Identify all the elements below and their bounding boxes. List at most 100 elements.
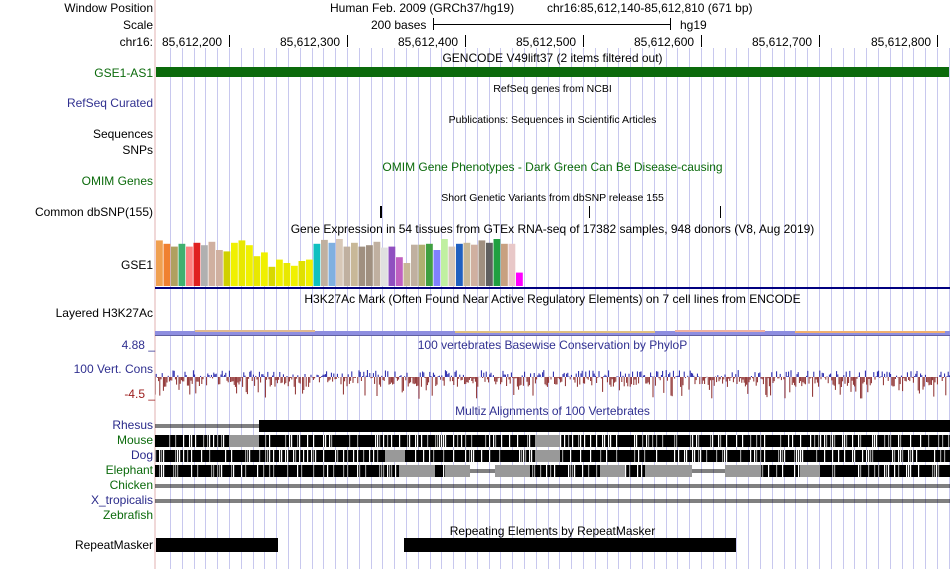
gtex-tissue-bar	[388, 246, 396, 286]
species-label-dog[interactable]: Dog	[130, 448, 153, 462]
alignment-mismatch	[375, 435, 377, 447]
refseq-track-title[interactable]: RefSeq genes from NCBI	[493, 83, 612, 95]
species-label-x-tropicalis[interactable]: X_tropicalis	[90, 493, 153, 507]
alignment-mismatch	[726, 450, 728, 462]
alignment-mismatch	[295, 450, 297, 462]
alignment-mismatch	[884, 465, 886, 477]
repeatmasker-track-label[interactable]: RepeatMasker	[74, 538, 153, 552]
species-label-elephant[interactable]: Elephant	[105, 463, 153, 477]
species-label-chicken[interactable]: Chicken	[109, 478, 153, 492]
alignment-mismatch	[940, 450, 942, 462]
omim-track-label[interactable]: OMIM Genes	[81, 174, 153, 188]
alignment-mismatch	[874, 465, 876, 477]
multiz-alignment-blocks[interactable]	[155, 419, 950, 519]
h3k27ac-track-label[interactable]: Layered H3K27Ac	[55, 306, 153, 320]
alignment-mismatch	[588, 465, 590, 477]
species-label-zebrafish[interactable]: Zebrafish	[102, 508, 153, 522]
snp-feature[interactable]	[589, 206, 590, 218]
omim-track-title[interactable]: OMIM Gene Phenotypes - Dark Green Can Be…	[382, 160, 723, 174]
alignment-mismatch	[780, 435, 782, 447]
alignment-mismatch	[329, 435, 331, 447]
alignment-mismatch	[824, 450, 826, 462]
gencode-track-title[interactable]: GENCODE V49lift37 (2 items filtered out)	[442, 51, 663, 65]
gtex-tissue-bar	[238, 240, 246, 286]
species-label-rhesus[interactable]: Rhesus	[112, 418, 153, 432]
alignment-mismatch	[858, 435, 860, 447]
alignment-mismatch	[678, 450, 680, 462]
dbsnp-track-title[interactable]: Short Genetic Variants from dbSNP releas…	[441, 192, 664, 204]
gencode-track-label[interactable]: GSE1-AS1	[94, 66, 153, 80]
repeat-element[interactable]	[156, 538, 278, 552]
alignment-mismatch	[778, 450, 780, 462]
alignment-mismatch	[175, 465, 177, 477]
alignment-mismatch	[690, 435, 692, 447]
alignment-mismatch	[327, 465, 329, 477]
phylop-conservation-plot[interactable]	[155, 352, 950, 404]
phylop-track-title[interactable]: 100 vertebrates Basewise Conservation by…	[417, 338, 688, 352]
alignment-mismatch	[379, 435, 381, 447]
alignment-mismatch	[273, 450, 275, 462]
alignment-mismatch	[259, 450, 261, 462]
alignment-mismatch	[161, 450, 163, 462]
alignment-mismatch	[754, 450, 756, 462]
repeatmasker-track-title[interactable]: Repeating Elements by RepeatMasker	[449, 524, 656, 538]
alignment-mismatch	[219, 465, 221, 477]
alignment-mismatch	[784, 450, 786, 462]
phylop-track-label[interactable]: 100 Vert. Cons	[73, 362, 153, 376]
gtex-track-title[interactable]: Gene Expression in 54 tissues from GTEx …	[290, 222, 815, 236]
gtex-tissue-bar	[433, 250, 441, 286]
gse1-as1-gene-feature[interactable]	[156, 67, 949, 77]
alignment-block	[725, 465, 760, 477]
alignment-mismatch	[217, 435, 219, 447]
alignment-mismatch	[469, 450, 471, 462]
alignment-mismatch	[608, 435, 610, 447]
alignment-mismatch	[816, 450, 818, 462]
gtex-track-label[interactable]: GSE1	[120, 258, 153, 272]
alignment-mismatch	[916, 450, 918, 462]
alignment-mismatch	[315, 450, 317, 462]
alignment-mismatch	[604, 435, 606, 447]
publications-track-label[interactable]: Sequences	[92, 127, 153, 141]
snp-feature[interactable]	[380, 206, 382, 218]
alignment-mismatch	[377, 435, 379, 447]
gtex-tissue-bar	[456, 243, 463, 286]
snp-feature[interactable]	[720, 206, 721, 218]
refseq-track-label[interactable]: RefSeq Curated	[66, 96, 153, 110]
alignment-mismatch	[648, 435, 650, 447]
alignment-mismatch	[814, 435, 816, 447]
species-label-mouse[interactable]: Mouse	[116, 433, 153, 447]
scale-bar-right-tick	[670, 18, 671, 30]
publications-track-title[interactable]: Publications: Sequences in Scientific Ar…	[448, 114, 657, 126]
alignment-mismatch	[928, 435, 930, 447]
alignment-mismatch	[698, 450, 700, 462]
alignment-mismatch	[780, 450, 782, 462]
alignment-mismatch	[638, 450, 640, 462]
gtex-tissue-bar	[246, 245, 253, 286]
gtex-tissue-bar	[373, 241, 381, 286]
alignment-mismatch	[580, 435, 582, 447]
repeat-element[interactable]	[404, 538, 736, 552]
alignment-mismatch	[337, 450, 339, 462]
gtex-tissue-bar	[501, 243, 508, 286]
alignment-mismatch	[912, 450, 914, 462]
alignment-mismatch	[461, 435, 463, 447]
gtex-tissue-bar	[283, 263, 291, 286]
gtex-tissue-bar	[216, 250, 223, 286]
alignment-mismatch	[453, 435, 455, 447]
alignment-mismatch	[201, 450, 203, 462]
alignment-mismatch	[529, 435, 531, 447]
alignment-mismatch	[387, 465, 389, 477]
alignment-mismatch	[796, 450, 798, 462]
snps-label[interactable]: SNPs	[122, 143, 153, 157]
alignment-mismatch	[936, 465, 938, 477]
alignment-mismatch	[323, 435, 325, 447]
multiz-track-title[interactable]: Multiz Alignments of 100 Vertebrates	[455, 404, 650, 418]
gtex-tissue-bar	[426, 243, 433, 286]
alignment-mismatch	[540, 465, 542, 477]
dbsnp-track-label[interactable]: Common dbSNP(155)	[34, 205, 153, 219]
h3k27ac-signal[interactable]	[155, 328, 950, 337]
h3k27ac-track-title[interactable]: H3K27Ac Mark (Often Found Near Active Re…	[304, 292, 801, 306]
alignment-mismatch	[465, 435, 467, 447]
gtex-expression-chart[interactable]	[155, 238, 950, 288]
gtex-tissue-bar	[306, 259, 313, 286]
